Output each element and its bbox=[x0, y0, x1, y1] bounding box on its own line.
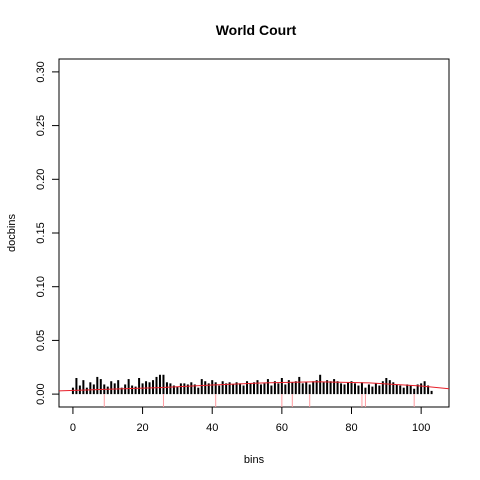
x-tick-label: 80 bbox=[345, 422, 357, 434]
x-tick-label: 40 bbox=[206, 422, 218, 434]
x-tick-label: 20 bbox=[136, 422, 148, 434]
x-tick-label: 0 bbox=[70, 422, 76, 434]
y-tick-label: 0.30 bbox=[35, 61, 47, 82]
y-tick-label: 0.15 bbox=[35, 222, 47, 243]
x-tick-label: 100 bbox=[412, 422, 430, 434]
y-tick-label: 0.00 bbox=[35, 383, 47, 404]
chart-title: World Court bbox=[216, 22, 297, 38]
x-tick-label: 60 bbox=[276, 422, 288, 434]
y-tick-label: 0.05 bbox=[35, 330, 47, 351]
y-tick-label: 0.25 bbox=[35, 115, 47, 136]
y-tick-label: 0.10 bbox=[35, 276, 47, 297]
x-axis-label: bins bbox=[244, 454, 265, 466]
y-axis-label: docbins bbox=[6, 214, 18, 252]
y-tick-label: 0.20 bbox=[35, 169, 47, 190]
